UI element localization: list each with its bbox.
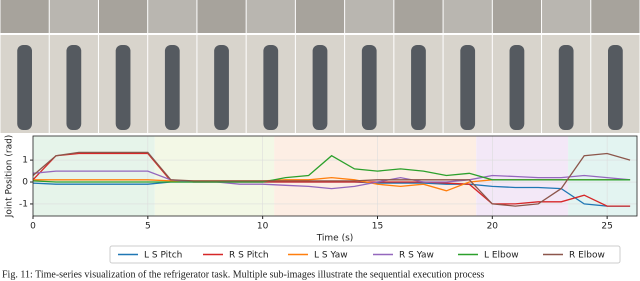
robot-figure <box>460 45 476 130</box>
legend-label: R S Yaw <box>399 251 434 261</box>
robot-figure <box>558 45 574 130</box>
robot-figure <box>509 45 525 130</box>
x-tick-label: 20 <box>487 222 499 232</box>
y-tick-label: 0 <box>22 178 28 188</box>
photo-top <box>394 0 443 33</box>
photo-top <box>197 0 246 33</box>
robot-figure <box>361 45 377 130</box>
photo-top <box>492 0 542 33</box>
legend-box <box>109 245 621 264</box>
photo-top <box>542 0 591 33</box>
series-line <box>32 154 631 183</box>
x-tick-label: 5 <box>145 222 151 232</box>
legend-label: L S Yaw <box>314 251 348 261</box>
robot-figure <box>214 45 229 130</box>
robot-figure <box>312 45 328 130</box>
photo-top <box>0 0 49 33</box>
photo-top <box>443 0 492 33</box>
photo-top <box>246 0 295 33</box>
x-axis-label: Time (s) <box>316 234 354 244</box>
y-axis-label: Joint Position (rad) <box>5 135 15 219</box>
photo-top <box>345 0 394 33</box>
phase-span <box>33 136 155 216</box>
caption: Fig. 11: Time-series visualization of th… <box>2 269 484 280</box>
y-tick-label: 1 <box>22 156 28 166</box>
x-tick-label: 10 <box>257 222 269 232</box>
series-line <box>32 151 631 207</box>
robot-figure <box>411 45 426 130</box>
photo-top <box>98 0 148 33</box>
y-tick-label: -1 <box>19 199 28 209</box>
robot-figure <box>17 45 32 130</box>
photo-top <box>49 0 98 33</box>
phase-span <box>154 136 275 216</box>
photo-top <box>591 0 640 33</box>
robot-figure <box>608 45 623 130</box>
x-tick-label: 25 <box>601 222 612 232</box>
x-tick-label: 15 <box>372 222 383 232</box>
legend-label: L Elbow <box>484 251 519 261</box>
robot-figure <box>263 45 279 130</box>
legend-label: R Elbow <box>569 251 605 261</box>
robot-figure <box>115 45 131 130</box>
x-tick-label: 0 <box>30 222 36 232</box>
legend-label: R S Pitch <box>229 251 269 261</box>
series-line <box>32 170 631 190</box>
robot-figure <box>164 45 180 130</box>
plot-frame <box>32 135 638 217</box>
robot-figure <box>66 45 82 130</box>
photo-top <box>295 0 345 33</box>
photo-top <box>148 0 197 33</box>
series-line <box>32 152 631 207</box>
legend-label: L S Pitch <box>144 251 182 261</box>
